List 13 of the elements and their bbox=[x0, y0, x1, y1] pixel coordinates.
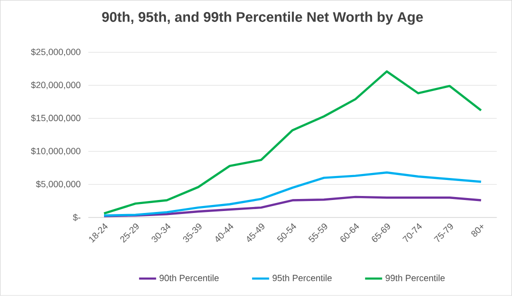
x-tick-label: 80+ bbox=[471, 224, 484, 237]
line-series bbox=[102, 172, 482, 217]
line-series bbox=[102, 70, 482, 215]
legend-label: 95th Percentile bbox=[272, 274, 332, 282]
y-tick-label: $5,000,000 bbox=[36, 180, 80, 188]
y-tick-label: $15,000,000 bbox=[30, 114, 80, 122]
y-tick-label: $10,000,000 bbox=[30, 148, 80, 156]
chart-title: 90th, 95th, and 99th Percentile Net Worth by Age bbox=[102, 12, 423, 25]
y-tick-label: $25,000,000 bbox=[30, 48, 80, 56]
legend-label: 90th Percentile bbox=[160, 274, 219, 282]
y-tick-label: $- bbox=[72, 214, 80, 222]
y-tick-label: $20,000,000 bbox=[30, 82, 80, 90]
legend-label: 99th Percentile bbox=[386, 274, 445, 282]
